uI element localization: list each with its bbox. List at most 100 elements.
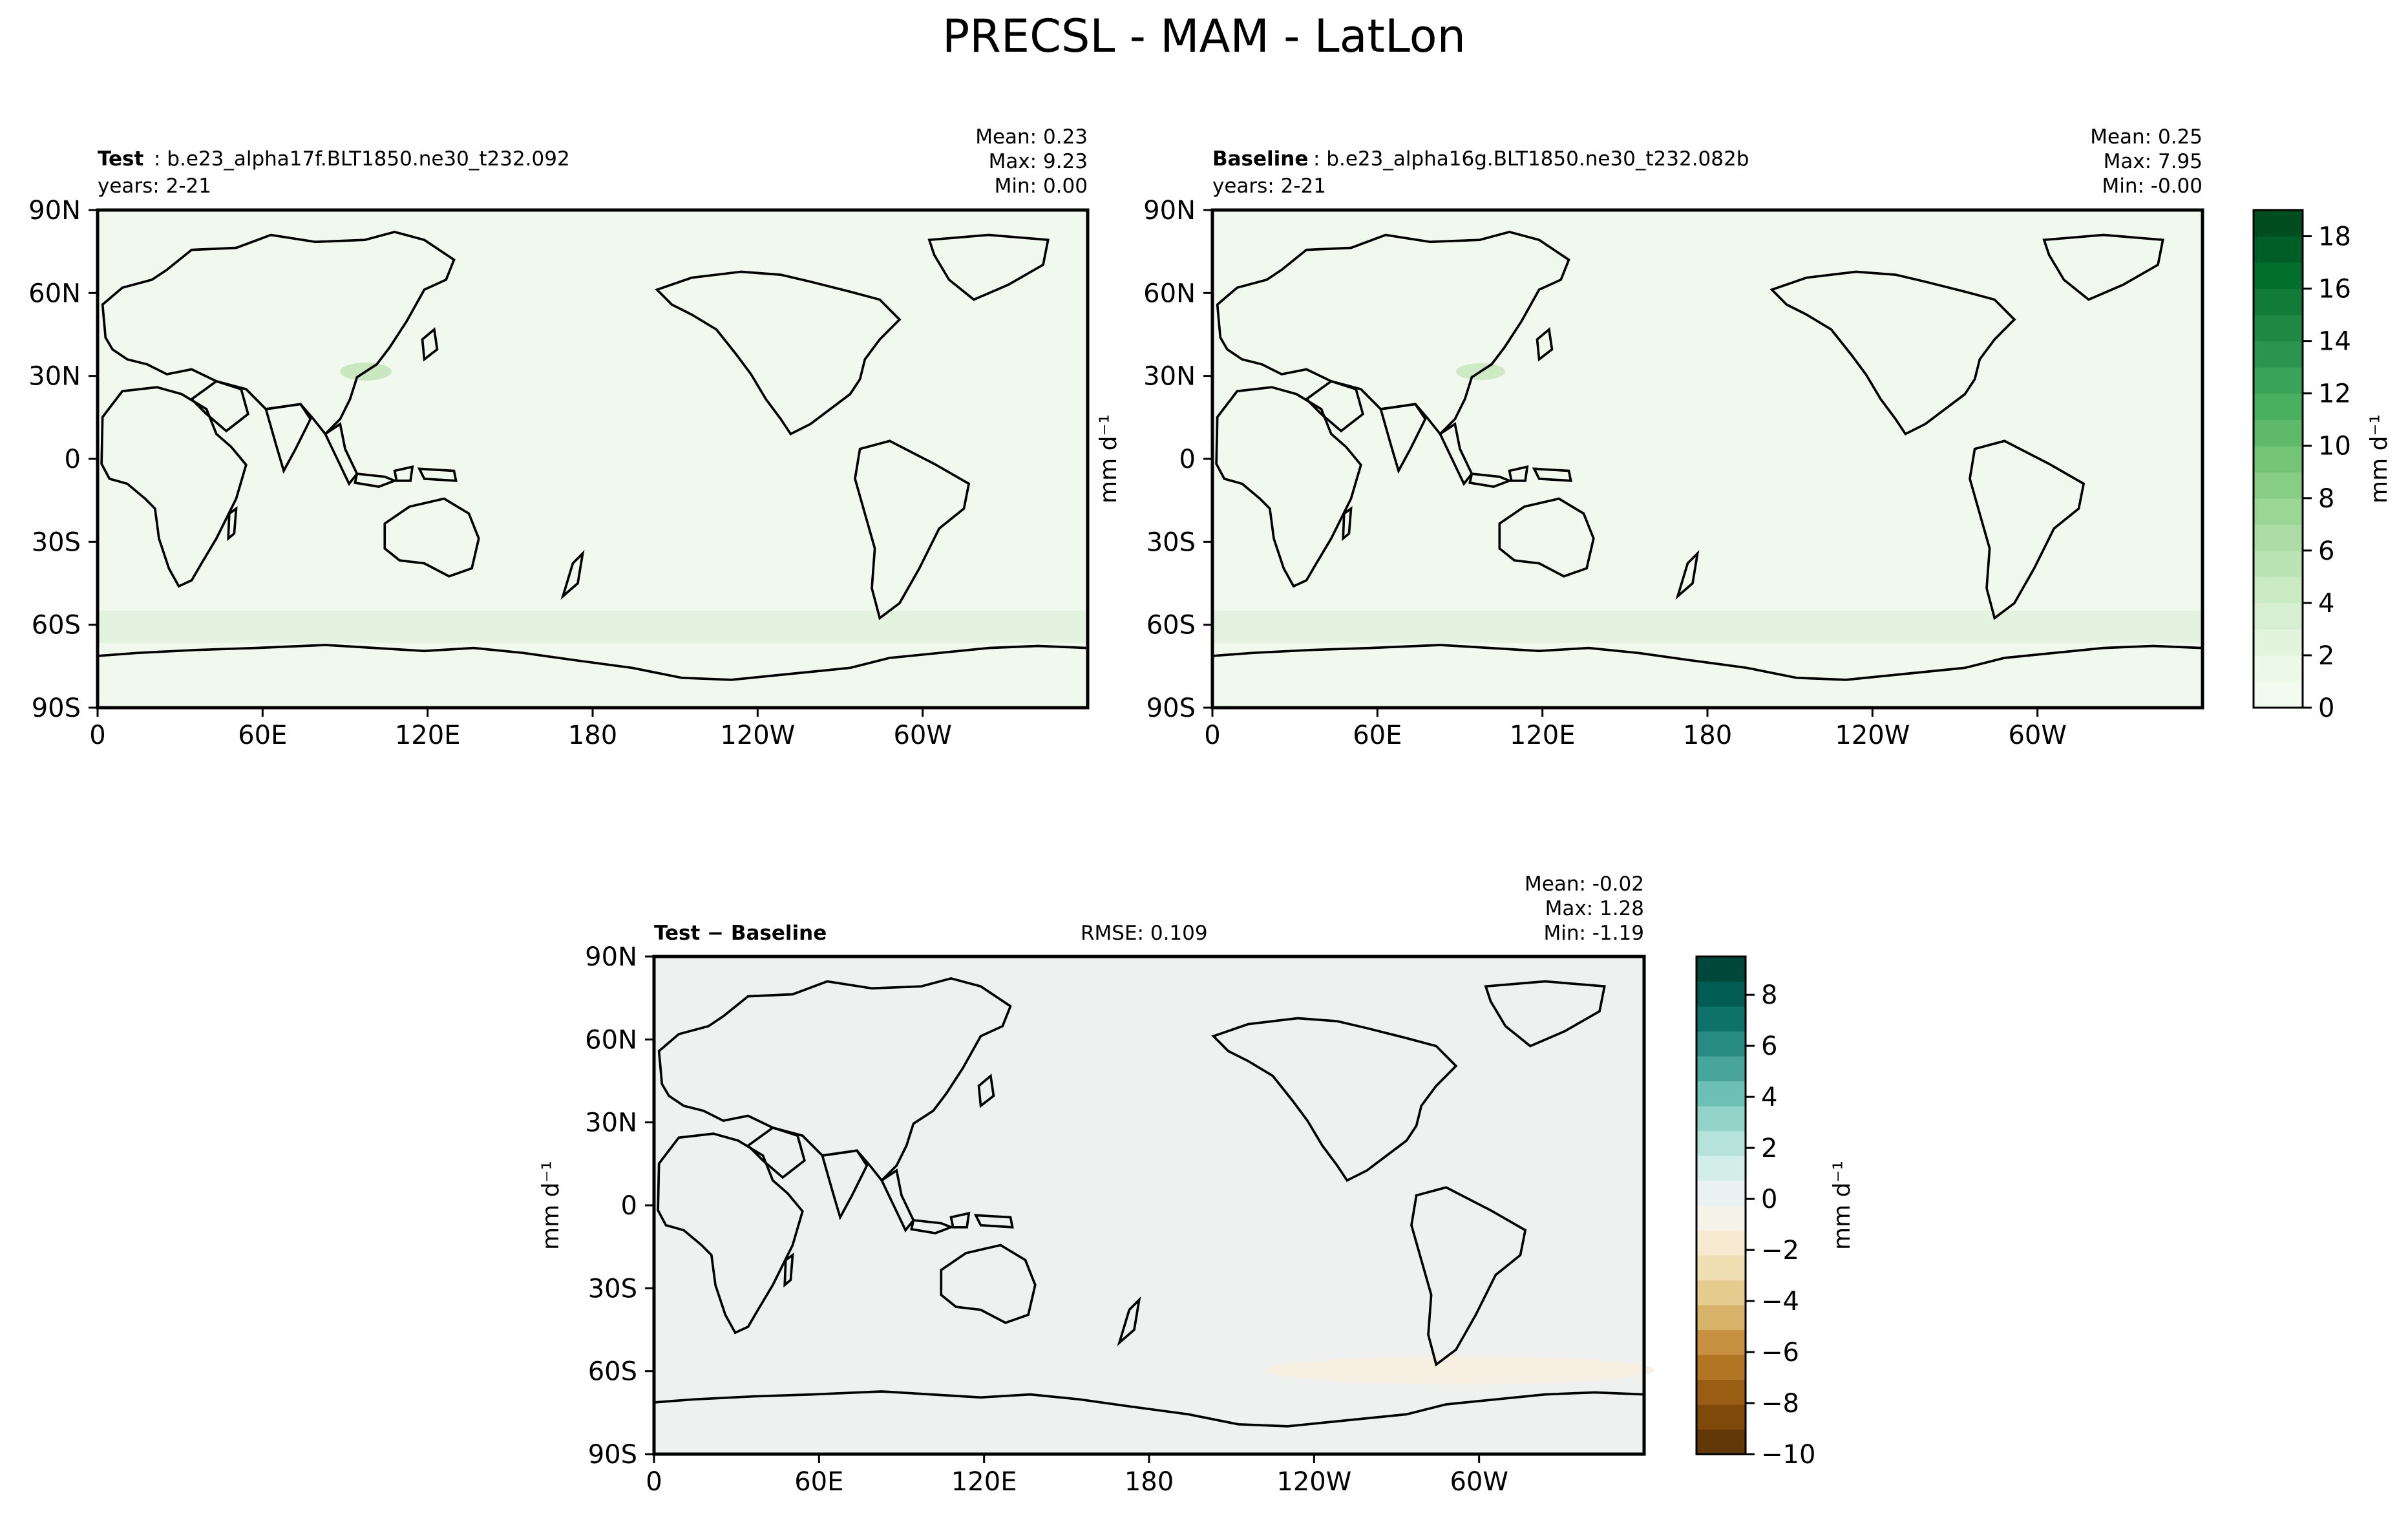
panel-diff-label-bold: Test − Baseline (654, 922, 827, 945)
panel-baseline: Baseline : b.e23_alpha16g.BLT1850.ne30_t… (1143, 125, 2204, 750)
figure-title: PRECSL - MAM - LatLon (942, 10, 1466, 63)
colorbar-diff-tick-label: −8 (1761, 1389, 1799, 1419)
panel-diff-ylabel: mm d⁻¹ (538, 1161, 564, 1250)
colorbar-diff-tick-label: 8 (1761, 980, 1777, 1010)
colorbar-main-tick-label: 8 (2318, 484, 2334, 514)
colorbar-main-tick-label: 4 (2318, 589, 2334, 618)
colorbar-main-band (2254, 236, 2303, 263)
colorbar-diff-ticks: −10 −8 −6 −4 −2 0 2 4 6 8 (1746, 980, 1815, 1470)
panel-test-southern-band (98, 611, 1088, 643)
panel-baseline-xtick-label: 120W (1835, 721, 1910, 750)
colorbar-diff-band (1696, 1130, 1746, 1156)
panel-test-xtick-label: 120W (720, 721, 795, 750)
colorbar-diff-band (1696, 1404, 1746, 1430)
panel-baseline-label-bold: Baseline (1212, 147, 1308, 171)
panel-diff-xtick-label: 60W (1450, 1467, 1508, 1497)
panel-diff-rmse: RMSE: 0.109 (1081, 922, 1208, 945)
colorbar-diff-tick-label: −6 (1761, 1338, 1799, 1368)
panel-diff-southern-dry (1267, 1356, 1654, 1384)
panel-baseline-mean: Mean: 0.25 (2090, 125, 2202, 149)
colorbar-diff-band (1696, 1106, 1746, 1132)
colorbar-diff-band (1696, 1230, 1746, 1256)
panel-diff-xtick-label: 0 (646, 1467, 662, 1497)
colorbar-main-band (2254, 341, 2303, 368)
colorbar-main-band (2254, 524, 2303, 551)
colorbar-diff-band (1696, 1305, 1746, 1331)
panel-test-xtick-label: 60E (238, 721, 287, 750)
panel-baseline-xtick-label: 60E (1353, 721, 1402, 750)
panel-test-label-rest: : b.e23_alpha17f.BLT1850.ne30_t232.092 (154, 147, 570, 171)
panel-test-ytick-label: 0 (65, 445, 81, 474)
panel-test-xtick-label: 120E (395, 721, 461, 750)
panel-test-xtick-label: 180 (568, 721, 617, 750)
colorbar-diff-band (1696, 1180, 1746, 1206)
colorbar-main-band (2254, 262, 2303, 290)
panel-baseline-ytick-label: 90N (1143, 196, 1196, 226)
panel-test-xtick-label: 0 (89, 721, 105, 750)
colorbar-diff-fill (1696, 957, 1746, 1455)
colorbar-main-band (2254, 445, 2303, 472)
panel-baseline-ytick-label: 60N (1143, 279, 1196, 308)
colorbar-diff-tick-label: 4 (1761, 1083, 1777, 1112)
panel-baseline-xtick-label: 0 (1204, 721, 1220, 750)
colorbar-diff-tick-label: −2 (1761, 1236, 1799, 1265)
panel-diff-mean: Mean: -0.02 (1525, 872, 1644, 896)
panel-diff-ytick-label: 30S (588, 1274, 637, 1304)
panel-baseline-min: Min: -0.00 (2102, 174, 2202, 198)
colorbar-diff-band (1696, 1056, 1746, 1082)
colorbar-main-frame (2252, 209, 2304, 709)
panel-test-label-bold: Test (98, 147, 144, 171)
panel-diff-ytick-label: 90S (588, 1440, 637, 1470)
colorbar-main-band (2254, 550, 2303, 577)
panel-test-min: Min: 0.00 (995, 174, 1088, 198)
colorbar-main-band (2254, 498, 2303, 525)
colorbar-main-tick-label: 2 (2318, 641, 2334, 671)
colorbar-main: 0 2 4 6 8 10 12 14 16 18 mm d⁻¹ (2252, 209, 2392, 723)
colorbar-diff-band (1696, 1205, 1746, 1231)
colorbar-main-tick-label: 16 (2318, 275, 2351, 304)
colorbar-main-ticks: 0 2 4 6 8 10 12 14 16 18 (2303, 222, 2351, 723)
colorbar-main-tick-label: 18 (2318, 222, 2351, 252)
panel-diff-ytick-label: 90N (585, 942, 637, 972)
colorbar-main-band (2254, 393, 2303, 420)
colorbar-diff-band (1696, 1280, 1746, 1305)
panel-test-max: Max: 9.23 (989, 150, 1088, 173)
colorbar-diff-tick-label: 0 (1761, 1185, 1777, 1214)
colorbar-diff-band (1696, 1379, 1746, 1405)
colorbar-diff-band (1696, 1329, 1746, 1355)
panel-test-axes: 0 60E 120E 180 120W 60W 90N 60N 30N 0 30S 60S 90S (28, 196, 952, 750)
colorbar-main-fill (2254, 210, 2303, 708)
panel-test-xtick-label: 60W (893, 721, 951, 750)
panel-baseline-xtick-label: 180 (1683, 721, 1732, 750)
colorbar-diff-frame (1695, 955, 1747, 1455)
colorbar-diff-label: mm d⁻¹ (1829, 1161, 1855, 1250)
panel-diff-ytick-label: 60N (585, 1025, 637, 1055)
colorbar-main-band (2254, 472, 2303, 499)
panel-diff-axes: 0 60E 120E 180 120W 60W 90N 60N 30N 0 30S 60S 90S (585, 942, 1508, 1497)
colorbar-diff-band (1696, 981, 1746, 1007)
panel-diff-xtick-label: 120E (951, 1467, 1017, 1497)
panel-test-ytick-label: 90N (28, 196, 81, 226)
colorbar-diff-tick-label: −4 (1761, 1287, 1799, 1316)
colorbar-main-tick-label: 10 (2318, 432, 2351, 461)
colorbar-diff-tick-label: −10 (1761, 1440, 1815, 1470)
colorbar-main-band (2254, 419, 2303, 447)
colorbar-diff: −10 −8 −6 −4 −2 0 2 4 6 8 mm d⁻¹ (1695, 955, 1855, 1470)
colorbar-diff-band (1696, 957, 1746, 982)
panel-baseline-xtick-label: 60W (2008, 721, 2066, 750)
colorbar-main-band (2254, 288, 2303, 315)
colorbar-main-band (2254, 655, 2303, 682)
panel-diff-ytick-label: 60S (588, 1357, 637, 1387)
colorbar-main-label: mm d⁻¹ (2366, 414, 2392, 503)
colorbar-main-band (2254, 602, 2303, 630)
panel-test-ytick-label: 90S (32, 693, 81, 723)
panel-baseline-max: Max: 7.95 (2104, 150, 2202, 173)
colorbar-main-tick-label: 6 (2318, 536, 2334, 566)
panel-diff-ytick-label: 30N (585, 1108, 637, 1138)
panel-baseline-years: years: 2-21 (1212, 174, 1326, 198)
colorbar-diff-tick-label: 6 (1761, 1031, 1777, 1061)
panel-test-years: years: 2-21 (98, 174, 211, 198)
panel-test: Test : b.e23_alpha17f.BLT1850.ne30_t232.… (28, 125, 1122, 750)
panel-baseline-ytick-label: 30N (1143, 362, 1196, 392)
